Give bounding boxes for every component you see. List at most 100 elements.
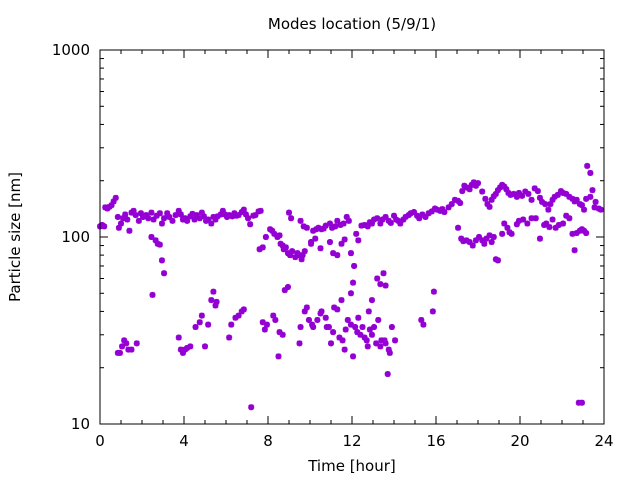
data-point [381,337,388,344]
data-point [279,331,286,338]
data-point [569,195,576,202]
data-point [263,321,270,328]
data-point [555,221,562,228]
data-point [288,215,295,222]
data-point [284,284,291,291]
x-tick-label: 16 [426,432,445,450]
data-point [150,216,157,223]
data-point [308,240,315,247]
data-point [133,340,140,347]
data-point [361,334,368,341]
data-point [355,237,362,244]
data-point [510,190,517,197]
data-point [331,304,338,311]
data-point [520,216,527,223]
data-point [439,206,446,213]
data-point [378,337,385,344]
data-point [156,210,163,217]
data-point [532,215,539,222]
data-point [476,234,483,240]
data-point [470,179,477,186]
data-point [210,288,217,295]
data-point [455,224,462,231]
data-point [297,217,304,224]
data-point [382,213,389,220]
data-point [326,239,333,246]
data-point [282,244,289,251]
data-point [441,209,448,216]
data-point [504,224,511,231]
data-point [583,230,590,237]
data-point [578,399,585,406]
data-point [536,194,543,201]
data-point [402,213,409,220]
data-point [528,196,535,203]
data-point [363,337,370,344]
data-point [205,321,212,328]
data-point [494,187,501,194]
data-point [315,224,322,231]
data-point [566,215,573,222]
data-point [232,314,239,321]
data-point [158,220,165,227]
data-point [350,353,357,360]
data-point [382,340,389,347]
data-point [231,210,238,217]
data-point [377,281,384,288]
data-point [259,244,266,251]
data-point [143,212,150,219]
data-point [359,324,366,331]
data-point [338,297,345,304]
data-point [120,215,127,222]
data-point [300,223,307,230]
data-point [161,215,168,222]
data-point [257,207,264,214]
y-axis-title: Particle size [nm] [6,172,24,302]
data-point [350,279,357,286]
data-point [468,181,475,188]
data-point [184,217,191,224]
data-point [341,346,348,353]
data-point [380,270,387,277]
data-point [272,316,279,323]
data-point [177,346,184,353]
data-point [371,216,378,223]
data-point [116,349,123,356]
data-point [145,215,152,222]
data-point [488,196,495,203]
data-point [379,216,386,223]
data-point [545,206,552,213]
data-point [334,306,341,313]
data-point [345,217,352,224]
data-point [472,237,479,244]
data-point [281,287,288,294]
data-point [322,222,329,229]
data-point [578,202,585,209]
data-point [513,193,520,200]
data-point [177,211,184,218]
data-point [573,230,580,237]
data-point [169,217,176,224]
x-axis-title: Time [hour] [307,457,396,475]
data-point [172,212,179,219]
data-point [189,210,196,217]
data-point [395,217,402,224]
data-point [542,201,549,208]
data-point [419,211,426,218]
data-point [193,212,200,219]
data-point [354,329,361,336]
data-point [226,212,233,219]
data-point [589,187,596,194]
data-point [118,220,124,227]
data-point [240,206,247,213]
data-point [336,334,343,341]
data-point [275,353,282,360]
data-point [184,344,191,351]
data-point [286,209,292,216]
data-point [357,331,364,338]
data-point [338,240,345,247]
data-point [361,221,368,228]
data-point [597,206,604,213]
